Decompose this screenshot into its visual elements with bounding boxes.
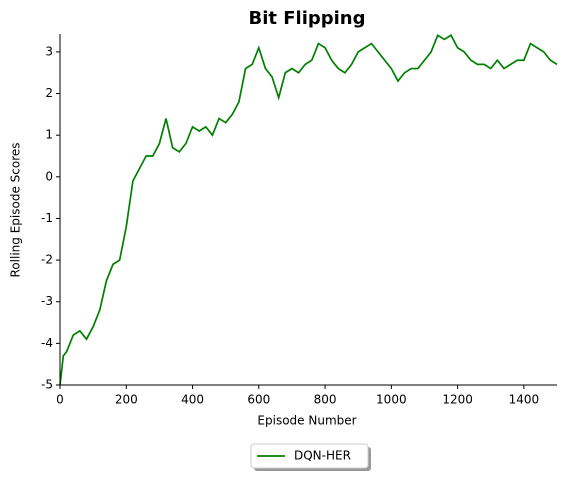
y-tick-label: 1 [45, 128, 53, 142]
chart-title: Bit Flipping [248, 8, 365, 29]
x-tick-label: 1000 [376, 393, 407, 407]
x-tick-label: 200 [115, 393, 138, 407]
x-tick-label: 600 [247, 393, 270, 407]
y-tick-label: -2 [41, 253, 53, 267]
x-tick-label: 800 [314, 393, 337, 407]
y-axis-label: Rolling Episode Scores [9, 143, 23, 278]
x-axis-label: Episode Number [257, 414, 356, 428]
y-tick-label: 0 [45, 169, 53, 183]
x-tick-label: 400 [181, 393, 204, 407]
y-tick-label: 2 [45, 86, 53, 100]
y-tick-label: -1 [41, 211, 53, 225]
y-tick-label: -3 [41, 294, 53, 308]
y-tick-label: -5 [41, 378, 53, 392]
x-tick-label: 0 [56, 393, 64, 407]
x-tick-label: 1400 [509, 393, 540, 407]
y-tick-label: 3 [45, 44, 53, 58]
y-tick-label: -4 [41, 336, 53, 350]
legend [250, 443, 369, 469]
line-series [59, 33, 558, 386]
legend-label: DQN-HER [294, 449, 351, 463]
x-tick-label: 1200 [442, 393, 473, 407]
